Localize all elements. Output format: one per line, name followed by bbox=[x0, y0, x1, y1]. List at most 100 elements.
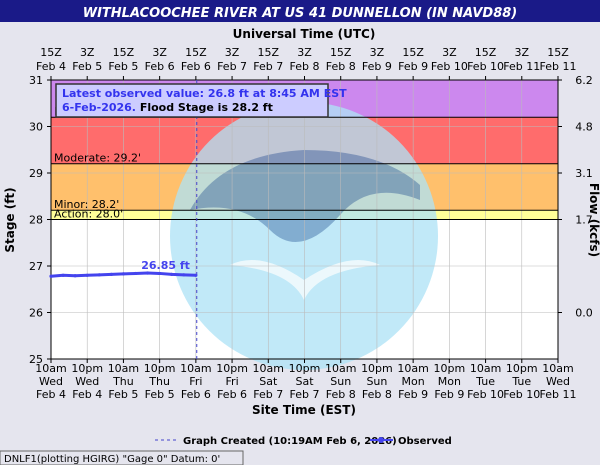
flood-stage-text: 6-Feb-2026. Flood Stage is 28.2 ft bbox=[62, 101, 273, 114]
top-tick-label-date: Feb 10 bbox=[467, 60, 504, 73]
flood-stage-value-text: Flood Stage is 28.2 ft bbox=[136, 101, 273, 114]
y-axis-title: Stage (ft) bbox=[3, 187, 17, 252]
bottom-tick-label-day: Wed bbox=[39, 375, 63, 388]
top-tick-label-time: 3Z bbox=[80, 46, 95, 59]
top-tick-label-time: 15Z bbox=[40, 46, 62, 59]
top-tick-label-time: 3Z bbox=[370, 46, 385, 59]
data-point bbox=[121, 272, 126, 276]
bottom-tick-label-date: Feb 7 bbox=[290, 388, 320, 401]
top-tick-label-date: Feb 4 bbox=[36, 60, 66, 73]
top-tick-label-date: Feb 6 bbox=[145, 60, 175, 73]
data-point bbox=[170, 272, 174, 276]
bottom-tick-label-day: Sat bbox=[259, 375, 278, 388]
y-tick-label: 27 bbox=[29, 260, 43, 273]
top-tick-label-date: Feb 6 bbox=[181, 60, 211, 73]
bottom-tick-label-time: 10pm bbox=[71, 362, 103, 375]
top-tick-label-time: 3Z bbox=[515, 46, 530, 59]
bottom-tick-label-time: 10am bbox=[325, 362, 356, 375]
y2-tick-label: 6.2 bbox=[575, 74, 593, 87]
bottom-tick-label-date: Feb 8 bbox=[326, 388, 356, 401]
top-tick-label-time: 15Z bbox=[113, 46, 135, 59]
top-tick-label-time: 15Z bbox=[402, 46, 424, 59]
bottom-tick-label-day: Sat bbox=[295, 375, 314, 388]
data-point bbox=[158, 271, 162, 276]
legend-observed: Observed bbox=[398, 436, 452, 447]
x-axis-title: Site Time (EST) bbox=[252, 403, 356, 417]
top-tick-label-date: Feb 5 bbox=[72, 60, 102, 73]
y2-tick-label: 1.7 bbox=[575, 214, 593, 227]
top-tick-label-time: 3Z bbox=[152, 46, 167, 59]
bottom-tick-label-date: Feb 6 bbox=[217, 388, 247, 401]
label-minor: Minor: 28.2' bbox=[54, 198, 119, 211]
top-tick-label-date: Feb 10 bbox=[431, 60, 468, 73]
bottom-tick-label-day: Thu bbox=[112, 375, 134, 388]
data-point bbox=[145, 271, 150, 275]
label-moderate: Moderate: 29.2' bbox=[54, 152, 141, 165]
bottom-tick-label-time: 10am bbox=[108, 362, 139, 375]
top-tick-label-time: 15Z bbox=[547, 46, 569, 59]
data-point bbox=[85, 273, 89, 277]
latest-value-text: Latest observed value: 26.8 ft at 8:45 A… bbox=[62, 87, 347, 100]
data-point bbox=[61, 273, 65, 277]
data-point bbox=[97, 273, 101, 277]
left-axis: 25 26 27 28 29 30 31 bbox=[29, 74, 51, 366]
bottom-tick-label-day: Thu bbox=[148, 375, 170, 388]
y-tick-label: 25 bbox=[29, 353, 43, 366]
bottom-tick-label-day: Tue bbox=[475, 375, 495, 388]
title-bar bbox=[0, 0, 600, 22]
y-tick-label: 31 bbox=[29, 74, 43, 87]
bottom-tick-label-date: Feb 10 bbox=[503, 388, 540, 401]
bottom-tick-label-time: 10am bbox=[35, 362, 66, 375]
data-point bbox=[182, 273, 186, 277]
bottom-tick-label-time: 10pm bbox=[506, 362, 538, 375]
bottom-tick-label-day: Tue bbox=[511, 375, 531, 388]
bottom-tick-label-date: Feb 7 bbox=[253, 388, 283, 401]
right-axis: 0.0 1.7 3.1 4.8 6.2 bbox=[558, 74, 593, 320]
latest-date-text: 6-Feb-2026. bbox=[62, 101, 136, 114]
top-tick-label-time: 15Z bbox=[330, 46, 352, 59]
data-point bbox=[49, 274, 53, 278]
top-tick-label-time: 3Z bbox=[225, 46, 240, 59]
top-tick-label-date: Feb 11 bbox=[503, 60, 540, 73]
data-point bbox=[109, 272, 113, 276]
bottom-tick-label-day: Fri bbox=[189, 375, 202, 388]
top-tick-label-time: 3Z bbox=[442, 46, 457, 59]
top-tick-label-time: 15Z bbox=[258, 46, 280, 59]
chart-title: WITHLACOOCHEE RIVER AT US 41 DUNNELLON (… bbox=[83, 6, 518, 21]
top-tick-label-date: Feb 9 bbox=[362, 60, 392, 73]
observed-series bbox=[49, 271, 198, 278]
top-tick-label-date: Feb 5 bbox=[108, 60, 138, 73]
bottom-tick-label-time: 10pm bbox=[216, 362, 248, 375]
top-tick-label-date: Feb 7 bbox=[253, 60, 283, 73]
bottom-tick-label-date: Feb 10 bbox=[467, 388, 504, 401]
bottom-tick-label-date: Feb 4 bbox=[72, 388, 102, 401]
bottom-tick-label-time: 10am bbox=[253, 362, 284, 375]
data-point bbox=[194, 273, 198, 277]
legend-created: Graph Created (10:19AM Feb 6, 2026) bbox=[183, 436, 397, 447]
bottom-tick-label-time: 10am bbox=[470, 362, 501, 375]
top-tick-label-date: Feb 11 bbox=[540, 60, 577, 73]
bottom-tick-label-day: Wed bbox=[546, 375, 570, 388]
top-tick-label-date: Feb 7 bbox=[217, 60, 247, 73]
y2-tick-label: 0.0 bbox=[575, 307, 593, 320]
bottom-tick-label-day: Wed bbox=[75, 375, 99, 388]
bottom-tick-label-date: Feb 5 bbox=[108, 388, 138, 401]
bottom-tick-label-time: 10pm bbox=[289, 362, 321, 375]
footer-datum: DNLF1(plotting HGIRG) "Gage 0" Datum: 0' bbox=[4, 454, 220, 465]
bottom-tick-label-date: Feb 8 bbox=[362, 388, 392, 401]
bottom-tick-label-time: 10am bbox=[180, 362, 211, 375]
bottom-tick-label-date: Feb 5 bbox=[145, 388, 175, 401]
top-tick-label-date: Feb 8 bbox=[290, 60, 320, 73]
legend: Graph Created (10:19AM Feb 6, 2026) Obse… bbox=[155, 436, 452, 447]
y-tick-label: 30 bbox=[29, 121, 43, 134]
top-axis-title: Universal Time (UTC) bbox=[233, 27, 376, 41]
bottom-tick-label-day: Mon bbox=[402, 375, 425, 388]
data-point bbox=[133, 271, 138, 276]
top-tick-label-time: 15Z bbox=[185, 46, 207, 59]
bottom-tick-label-date: Feb 9 bbox=[434, 388, 464, 401]
y-tick-label: 29 bbox=[29, 167, 43, 180]
bottom-tick-label-time: 10am bbox=[542, 362, 573, 375]
bottom-tick-label-day: Sun bbox=[366, 375, 387, 388]
y2-axis-title: Flow (kcfs) bbox=[587, 183, 600, 257]
